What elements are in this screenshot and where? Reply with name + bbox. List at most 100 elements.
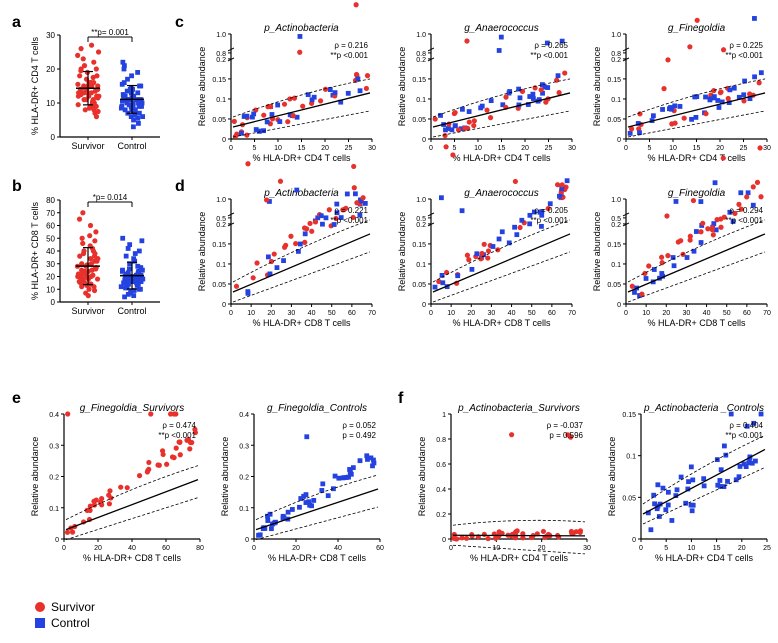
survivor-marker-icon: [35, 602, 45, 612]
svg-text:70: 70: [368, 310, 376, 317]
svg-text:0.1: 0.1: [626, 454, 636, 461]
svg-text:% HLA-DR+ CD8 T cells: % HLA-DR+ CD8 T cells: [253, 318, 351, 328]
panel-label-f: f: [398, 390, 403, 408]
svg-text:ρ = 0.265: ρ = 0.265: [534, 41, 568, 50]
svg-text:0.15: 0.15: [607, 242, 621, 249]
svg-text:0: 0: [422, 302, 426, 309]
svg-text:% HLA-DR+ CD8 T cells: % HLA-DR+ CD8 T cells: [453, 318, 551, 328]
svg-text:20: 20: [94, 545, 102, 552]
svg-text:60: 60: [348, 310, 356, 317]
svg-text:0.5: 0.5: [416, 216, 426, 223]
svg-text:25: 25: [763, 545, 771, 552]
svg-text:40: 40: [703, 310, 711, 317]
svg-text:% HLA-DR+ CD8 T cells: % HLA-DR+ CD8 T cells: [648, 318, 746, 328]
svg-text:0.1: 0.1: [216, 262, 226, 269]
svg-text:10: 10: [247, 310, 255, 317]
svg-text:0: 0: [222, 302, 226, 309]
svg-text:20: 20: [46, 65, 55, 74]
svg-text:0.5: 0.5: [611, 216, 621, 223]
svg-text:ρ = 0.216: ρ = 0.216: [334, 41, 368, 50]
svg-text:25: 25: [545, 145, 553, 152]
svg-text:1.0: 1.0: [611, 197, 621, 204]
svg-text:Control: Control: [117, 141, 146, 151]
svg-text:**p <0.001: **p <0.001: [330, 51, 368, 60]
svg-text:Relative abundance: Relative abundance: [592, 212, 602, 292]
svg-text:**p <0.001: **p <0.001: [530, 51, 568, 60]
svg-text:30: 30: [46, 260, 55, 269]
svg-text:60: 60: [376, 545, 384, 552]
svg-text:0.05: 0.05: [622, 495, 636, 502]
svg-text:0.2: 0.2: [416, 222, 426, 229]
svg-text:Relative abundance: Relative abundance: [197, 47, 207, 127]
svg-text:% HLA-DR+ CD8 T cells: % HLA-DR+ CD8 T cells: [83, 553, 181, 563]
svg-text:60: 60: [743, 310, 751, 317]
svg-text:*p= 0.014: *p= 0.014: [93, 193, 128, 202]
svg-text:% HLA-DR+ CD8 T cells: % HLA-DR+ CD8 T cells: [30, 202, 40, 300]
svg-text:50: 50: [328, 310, 336, 317]
svg-text:15: 15: [693, 145, 701, 152]
svg-text:Survivor: Survivor: [71, 141, 104, 151]
svg-text:40: 40: [308, 310, 316, 317]
svg-text:20: 20: [467, 310, 475, 317]
svg-text:20: 20: [46, 273, 55, 282]
svg-text:15: 15: [498, 145, 506, 152]
svg-text:30: 30: [568, 145, 576, 152]
svg-text:1.0: 1.0: [416, 32, 426, 39]
svg-text:30: 30: [288, 310, 296, 317]
svg-text:0.8: 0.8: [216, 51, 226, 58]
svg-text:10: 10: [669, 145, 677, 152]
chart-e1: g_Finegoldia_Survivors00.10.20.30.4Relat…: [28, 400, 208, 565]
svg-text:15: 15: [298, 145, 306, 152]
svg-text:0: 0: [449, 545, 453, 552]
svg-text:1.0: 1.0: [216, 197, 226, 204]
svg-text:30: 30: [763, 145, 771, 152]
svg-text:0: 0: [617, 137, 621, 144]
chart-c3: g_Finegoldia00.050.10.150.20.81.0Relativ…: [590, 20, 775, 165]
svg-text:0: 0: [51, 133, 56, 142]
svg-text:0: 0: [62, 545, 66, 552]
svg-text:0.05: 0.05: [212, 282, 226, 289]
svg-text:40: 40: [46, 247, 55, 256]
svg-text:0.3: 0.3: [239, 443, 249, 450]
svg-text:0: 0: [632, 537, 636, 544]
svg-text:0.1: 0.1: [611, 97, 621, 104]
svg-text:Relative abundance: Relative abundance: [592, 47, 602, 127]
svg-text:ρ = 0.225: ρ = 0.225: [729, 41, 763, 50]
svg-text:20: 20: [738, 545, 746, 552]
svg-text:20: 20: [662, 310, 670, 317]
svg-text:0: 0: [442, 537, 446, 544]
svg-text:% HLA-DR+ CD4 T cells: % HLA-DR+ CD4 T cells: [253, 153, 351, 163]
svg-text:5: 5: [664, 545, 668, 552]
panel-label-b: b: [12, 178, 22, 196]
svg-text:40: 40: [508, 310, 516, 317]
svg-text:0.2: 0.2: [49, 475, 59, 482]
svg-text:10: 10: [46, 99, 55, 108]
svg-text:0.4: 0.4: [49, 412, 59, 419]
svg-text:0.05: 0.05: [212, 117, 226, 124]
legend-survivor-label: Survivor: [51, 600, 95, 614]
svg-text:30: 30: [583, 545, 591, 552]
svg-text:50: 50: [723, 310, 731, 317]
svg-text:1.0: 1.0: [611, 32, 621, 39]
svg-text:30: 30: [46, 31, 55, 40]
svg-text:g_Finegoldia_Controls: g_Finegoldia_Controls: [267, 403, 367, 414]
svg-text:p = 0.596: p = 0.596: [549, 431, 583, 440]
svg-text:% HLA-DR+ CD8 T cells: % HLA-DR+ CD8 T cells: [268, 553, 366, 563]
svg-text:p_Actinobacteria: p_Actinobacteria: [263, 23, 339, 34]
svg-text:20: 20: [716, 145, 724, 152]
svg-text:g_Anaerococcus: g_Anaerococcus: [464, 188, 539, 199]
svg-text:0: 0: [639, 545, 643, 552]
chart-d1: p_Actinobacteria00.050.10.150.20.51.0Rel…: [195, 185, 380, 330]
svg-text:0.05: 0.05: [607, 282, 621, 289]
svg-text:g_Finegoldia: g_Finegoldia: [668, 188, 726, 199]
legend-survivor: Survivor: [35, 600, 95, 614]
svg-text:p_Actinobacteria_Survivors: p_Actinobacteria_Survivors: [457, 403, 580, 414]
svg-text:5: 5: [648, 145, 652, 152]
svg-text:0.2: 0.2: [216, 57, 226, 64]
svg-text:40: 40: [128, 545, 136, 552]
chart-c2: g_Anaerococcus00.050.10.150.20.81.0Relat…: [395, 20, 580, 165]
svg-text:0.2: 0.2: [436, 512, 446, 519]
svg-text:0: 0: [624, 310, 628, 317]
svg-text:10: 10: [688, 545, 696, 552]
chart-b: 01020304050607080% HLA-DR+ CD8 T cellsSu…: [28, 185, 168, 330]
